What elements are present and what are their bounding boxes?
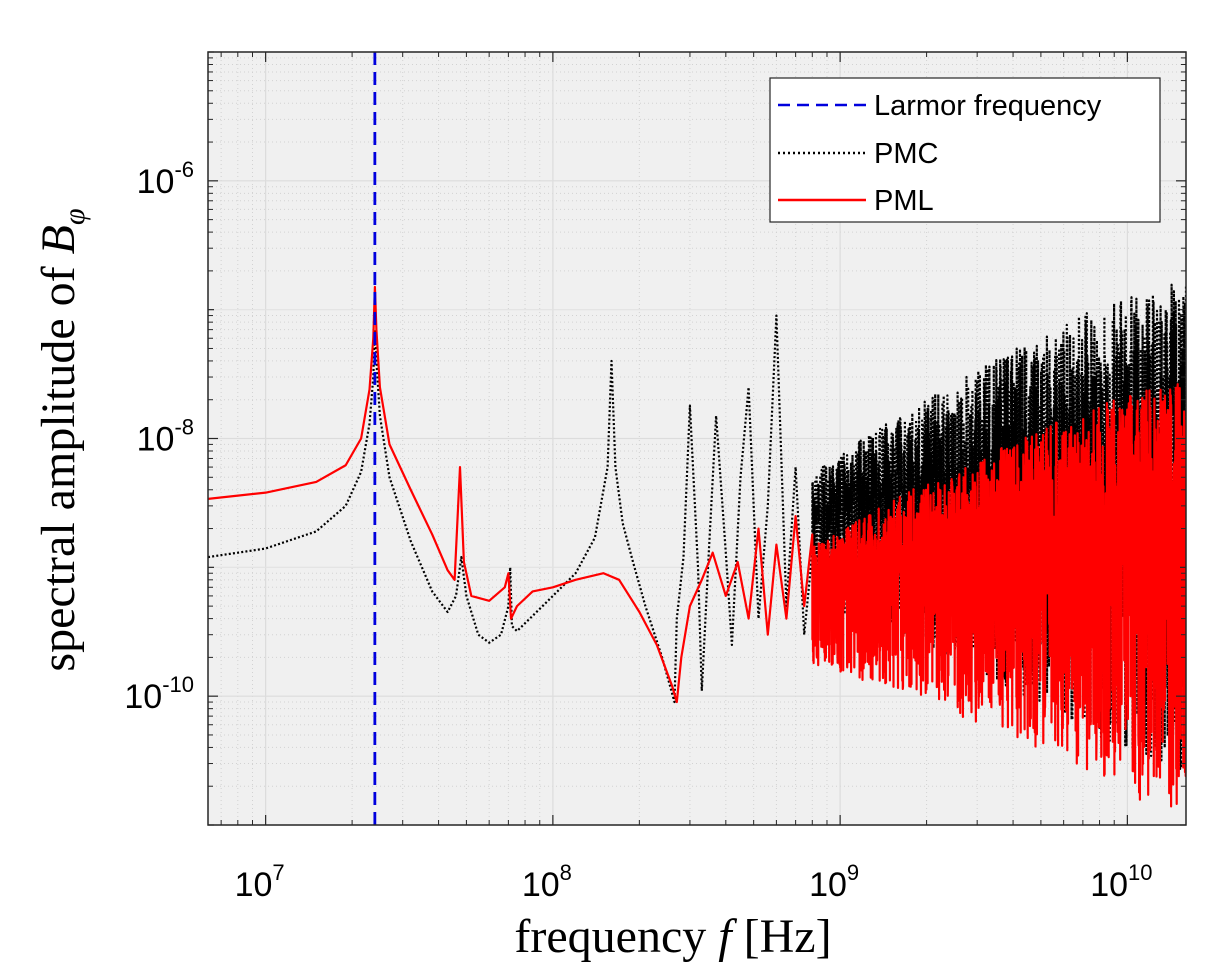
x-tick-label-base: 10 xyxy=(809,866,847,904)
x-tick-label-exp: 9 xyxy=(847,860,859,885)
y-tick-label: 10-6 xyxy=(137,157,194,201)
series-line-pml xyxy=(208,285,1186,808)
legend-label-pml: PML xyxy=(874,185,934,217)
y-axis-title: spectral amplitude of Bφ xyxy=(32,208,91,671)
x-tick-label: 107 xyxy=(235,860,285,904)
legend-label-larmor: Larmor frequency xyxy=(874,90,1102,122)
legend-label-pmc: PMC xyxy=(874,138,938,170)
x-tick-label-exp: 8 xyxy=(560,860,572,885)
y-tick-label: 10-10 xyxy=(124,672,194,716)
y-tick-label: 10-8 xyxy=(137,415,194,459)
x-tick-label-base: 10 xyxy=(522,866,560,904)
x-tick-label-base: 10 xyxy=(235,866,273,904)
x-tick-label: 108 xyxy=(522,860,572,904)
tick-marks xyxy=(208,51,1186,826)
x-axis-title: frequency f [Hz] xyxy=(514,910,831,963)
y-tick-label-base: 10 xyxy=(137,163,175,201)
x-tick-label: 109 xyxy=(809,860,859,904)
legend: Larmor frequency PMC PML xyxy=(769,77,1161,223)
y-tick-label-base: 10 xyxy=(137,421,175,459)
y-tick-labels: 10-1010-810-6 xyxy=(124,157,194,716)
x-tick-label-exp: 7 xyxy=(272,860,284,885)
series-layer xyxy=(208,52,1186,825)
y-tick-label-exp: -10 xyxy=(162,672,194,697)
x-tick-labels: 107 108 109 1010 xyxy=(235,860,1153,904)
x-tick-label-exp: 10 xyxy=(1128,860,1152,885)
y-tick-label-exp: -8 xyxy=(174,415,194,440)
y-tick-label-exp: -6 xyxy=(174,157,194,182)
legend-box xyxy=(769,77,1161,223)
x-tick-label-base: 10 xyxy=(1090,866,1128,904)
x-tick-label: 1010 xyxy=(1090,860,1152,904)
y-tick-label-base: 10 xyxy=(124,678,162,716)
